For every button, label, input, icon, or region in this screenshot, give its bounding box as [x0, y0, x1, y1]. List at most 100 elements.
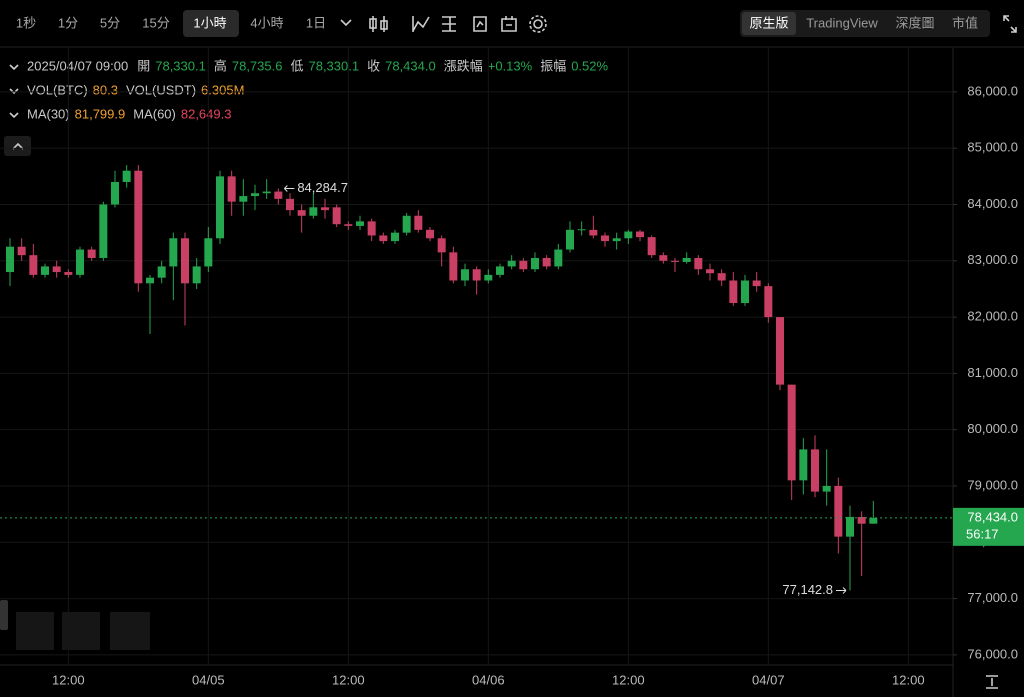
collapse-legend[interactable]: [4, 136, 31, 156]
axis-reset-icon[interactable]: [986, 675, 998, 689]
y-tick-label: 80,000.0: [967, 421, 1018, 436]
candle-body: [834, 485, 843, 537]
candle-body: [694, 257, 703, 270]
candle-body: [64, 272, 73, 275]
candle-body: [741, 280, 749, 304]
interval-button[interactable]: 15分: [142, 15, 169, 30]
interval-button[interactable]: 1秒: [16, 15, 36, 30]
x-tick-label: 12:00: [332, 672, 365, 687]
x-tick-label: 12:00: [52, 672, 85, 687]
candle-body: [146, 277, 154, 284]
interval-button[interactable]: 5分: [100, 15, 120, 30]
candle-body: [332, 207, 341, 225]
legend-value: 81,799.9: [75, 106, 126, 121]
candle-body: [507, 260, 516, 267]
view-tabs-bg: [740, 10, 990, 37]
low-marker-label: 77,142.8: [782, 582, 833, 597]
candle-body: [729, 280, 738, 304]
candle-body: [321, 207, 329, 211]
candle-type-icon[interactable]: [369, 16, 388, 32]
candle-body: [216, 176, 224, 239]
view-tab[interactable]: 原生版: [749, 15, 788, 30]
candle-body: [52, 266, 61, 273]
interval-button[interactable]: 4小時: [250, 15, 283, 30]
active-view-bg: [742, 12, 796, 35]
candle-body: [379, 235, 388, 242]
candle-body: [181, 238, 189, 284]
drawing-icon[interactable]: [442, 16, 456, 32]
candle-body: [846, 516, 854, 537]
view-tab[interactable]: 深度圖: [895, 15, 934, 30]
candle-body: [764, 286, 773, 318]
candle-body: [636, 231, 644, 238]
side-tab[interactable]: [0, 600, 8, 630]
candle-body: [251, 193, 259, 197]
y-tick-label: 77,000.0: [967, 590, 1018, 605]
candle-body: [192, 266, 201, 284]
candle-body: [286, 198, 294, 211]
candle-body: [496, 266, 504, 275]
high-marker-label: 84,284.7: [297, 180, 348, 195]
high-marker-arrow: [283, 185, 295, 192]
candle-body: [706, 269, 714, 274]
current-price-box: [953, 507, 1024, 546]
watermark: [16, 612, 150, 650]
candle-body: [391, 232, 399, 242]
candle-body: [414, 215, 423, 230]
indicator-icon[interactable]: [412, 16, 430, 32]
active-interval-bg: [183, 10, 239, 37]
y-tick-label: 76,000.0: [967, 646, 1018, 661]
legend-value: 78,735.6: [232, 58, 283, 73]
view-tab[interactable]: 市值: [952, 15, 978, 30]
legend-value: +0.13%: [488, 58, 533, 73]
candle-body: [577, 229, 586, 231]
candle-body: [29, 255, 38, 275]
candle-body: [111, 181, 119, 205]
interval-button[interactable]: 1小時: [193, 15, 226, 30]
low-marker-arrow: [836, 587, 847, 594]
legend-value: 78,434.0: [385, 58, 436, 73]
x-tick-label: 04/07: [752, 672, 785, 687]
interval-button[interactable]: 1日: [306, 15, 326, 30]
legend-label: 低: [290, 58, 303, 73]
candle-body: [472, 269, 481, 281]
candle-body: [122, 170, 131, 182]
candle-body: [367, 221, 376, 236]
x-tick-label: 12:00: [612, 672, 645, 687]
candle-body: [542, 257, 551, 267]
y-tick-label: 82,000.0: [967, 309, 1018, 324]
candle-body: [659, 255, 668, 261]
candle-body: [239, 196, 248, 202]
settings-gear[interactable]: [529, 15, 547, 33]
legend-label: MA(60): [133, 106, 176, 121]
x-tick-label: 04/06: [472, 672, 505, 687]
view-tab[interactable]: TradingView: [806, 15, 878, 30]
legend-toggle: [9, 64, 19, 71]
interval-button[interactable]: 1分: [58, 15, 78, 30]
legend-value: 82,649.3: [181, 106, 232, 121]
candle-body: [449, 252, 458, 281]
settings-icon[interactable]: [533, 19, 543, 29]
candle-body: [519, 260, 528, 270]
y-tick-label: 84,000.0: [967, 196, 1018, 211]
candle-body: [227, 176, 236, 202]
legend-label: 2025/04/07 09:00: [27, 58, 128, 73]
more-intervals[interactable]: [340, 19, 352, 27]
legend-label: 高: [214, 58, 227, 73]
legend-value: 78,330.1: [155, 58, 206, 73]
candle-body: [682, 257, 691, 262]
current-price-label: 78,434.0: [967, 509, 1018, 524]
replay-icon[interactable]: [501, 16, 517, 32]
legend-label: 開: [137, 58, 150, 73]
candle-body: [531, 257, 539, 270]
x-tick-label: 04/05: [192, 672, 225, 687]
candle-body: [87, 249, 96, 258]
fullscreen-icon[interactable]: [1003, 15, 1017, 33]
compare-icon[interactable]: [473, 16, 487, 32]
legend-label: VOL(BTC): [27, 82, 88, 97]
candle-body: [589, 229, 598, 236]
legend-label: 振幅: [540, 58, 566, 73]
